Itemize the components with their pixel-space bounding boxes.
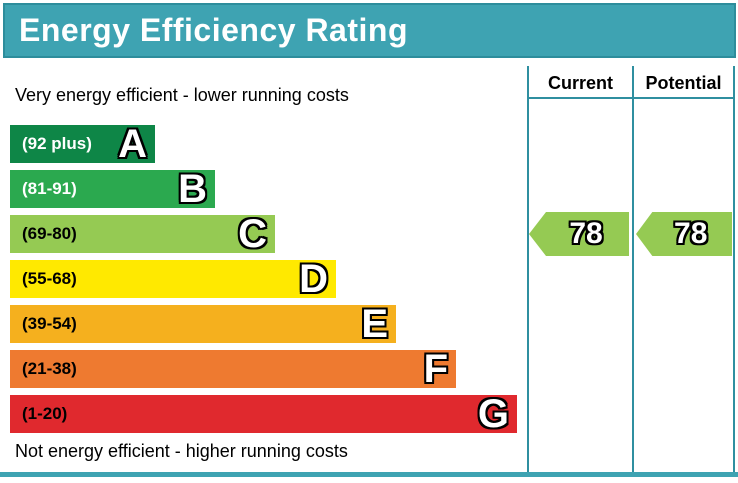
column-header-potential: Potential (645, 72, 722, 93)
column-divider-left (527, 66, 529, 473)
current-rating-arrow: 78 (529, 212, 629, 256)
column-divider-right (733, 66, 735, 473)
bottom-border-line (0, 472, 738, 477)
column-header-current: Current (547, 72, 613, 93)
current-rating-value: 78 (569, 217, 603, 250)
bottom-note: Not energy efficient - higher running co… (15, 441, 348, 461)
band-range-label: (69-80) (22, 224, 77, 243)
band-e: (39-54) E (10, 302, 396, 346)
band-range-label: (92 plus) (22, 134, 92, 153)
column-divider-middle (632, 66, 634, 473)
rating-bands: (92 plus) A (81-91) B (69-80) C (55-68) D (39-54… (10, 122, 517, 440)
band-range-label: (81-91) (22, 179, 77, 198)
band-letter: E (361, 302, 388, 346)
band-letter: C (238, 212, 267, 256)
band-c: (69-80) C (10, 212, 275, 256)
band-range-label: (39-54) (22, 314, 77, 333)
chart-title-bar: Energy Efficiency Rating (3, 3, 736, 58)
band-g: (1-20) G (10, 392, 517, 436)
band-letter: B (178, 167, 207, 211)
band-letter: D (299, 257, 328, 301)
band-letter: F (423, 347, 448, 391)
potential-rating-arrow: 78 (636, 212, 732, 256)
band-range-label: (21-38) (22, 359, 77, 378)
band-range-label: (55-68) (22, 269, 77, 288)
band-b: (81-91) B (10, 167, 215, 211)
band-letter: A (118, 122, 147, 166)
band-f: (21-38) F (10, 347, 456, 391)
chart-title: Energy Efficiency Rating (19, 12, 408, 48)
band-a: (92 plus) A (10, 122, 155, 166)
top-note: Very energy efficient - lower running co… (15, 85, 349, 105)
band-range-label: (1-20) (22, 404, 68, 423)
band-d: (55-68) D (10, 257, 336, 301)
column-header-underline (527, 97, 735, 99)
band-letter: G (477, 392, 509, 436)
potential-rating-value: 78 (674, 217, 708, 250)
